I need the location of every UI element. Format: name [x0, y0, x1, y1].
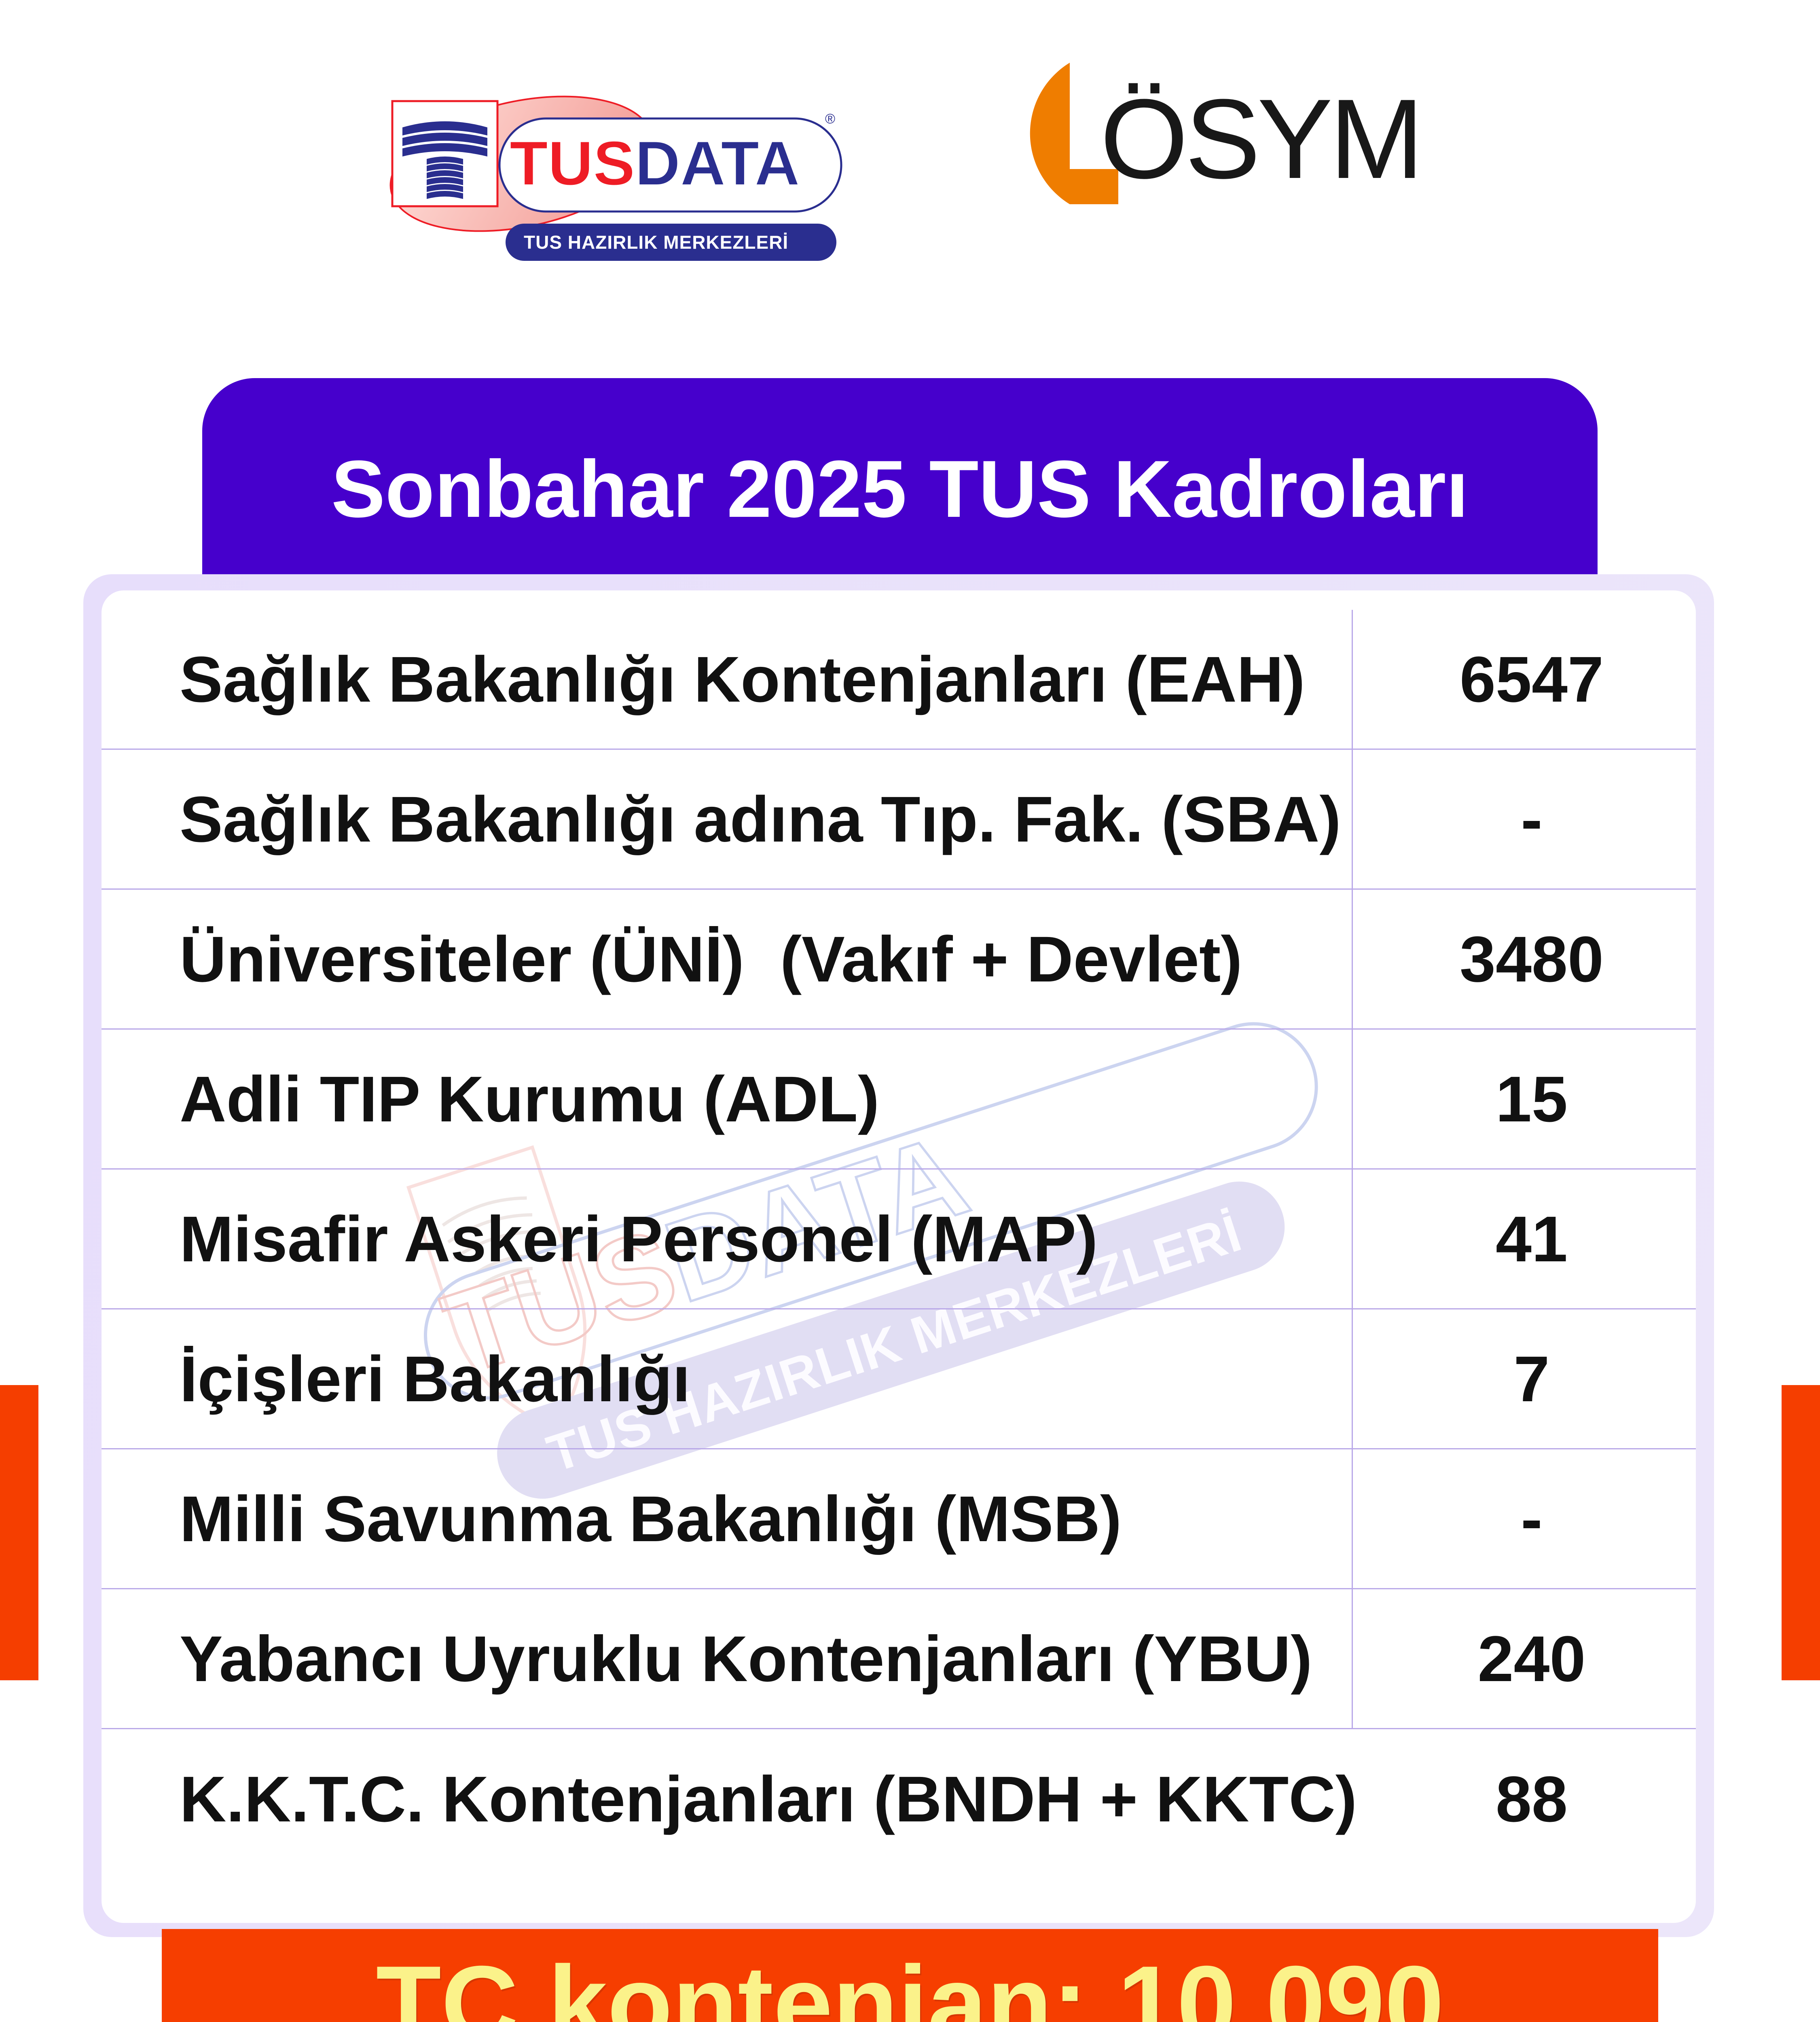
svg-text:ÖSYM: ÖSYM [1100, 76, 1421, 202]
svg-text:TUS HAZIRLIK MERKEZLERİ: TUS HAZIRLIK MERKEZLERİ [524, 232, 788, 253]
svg-text:®: ® [825, 111, 835, 127]
svg-text:TUSDATA: TUSDATA [510, 128, 800, 198]
